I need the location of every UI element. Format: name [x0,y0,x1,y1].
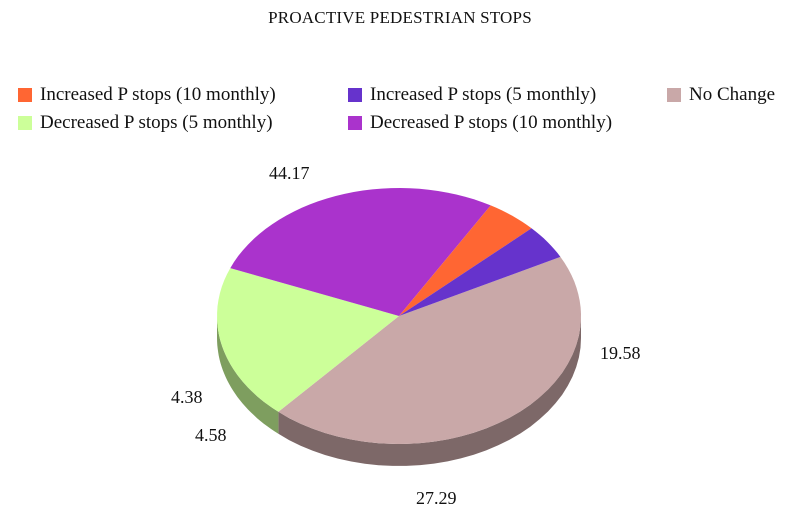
chart-title: PROACTIVE PEDESTRIAN STOPS [268,8,532,27]
pie-side-walls [217,316,581,466]
legend-item-no-change: No Change [667,84,775,106]
pie-side-wall-no-change [278,316,581,466]
pie-slice-decreased-p-stops-5-monthly [217,268,399,412]
legend-item-increased-5: Increased P stops (5 monthly) [348,84,596,106]
legend-swatch [18,88,32,102]
legend-label: Decreased P stops (10 monthly) [370,112,613,133]
legend-item-decreased-10: Decreased P stops (10 monthly) [348,112,612,134]
data-label-decreased-10: 27.29 [416,488,457,508]
legend-label: Decreased P stops (5 monthly) [40,112,273,133]
pie-slice-increased-p-stops-5-monthly [399,228,561,316]
pie-side-wall-decreased-p-stops-5-monthly- [217,316,279,434]
legend-item-increased-10: Increased P stops (10 monthly) [18,84,276,106]
legend-label: Increased P stops (10 monthly) [40,84,276,105]
legend-swatch [348,116,362,130]
pie-top [217,188,581,444]
data-label-increased-10: 4.58 [195,425,227,445]
data-label-increased-5: 4.38 [171,387,203,407]
pie-slice-decreased-p-stops-10-monthly [230,188,491,316]
legend-swatch [667,88,681,102]
legend-label: No Change [689,84,776,105]
data-label-no-change: 44.17 [269,163,310,183]
pie-slice-increased-p-stops-10-monthly [399,205,532,316]
legend-item-decreased-5: Decreased P stops (5 monthly) [18,112,273,134]
pie-slice-no-change [278,256,581,444]
legend-swatch [18,116,32,130]
legend-label: Increased P stops (5 monthly) [370,84,597,105]
legend-swatch [348,88,362,102]
data-label-decreased-5: 19.58 [600,343,641,363]
